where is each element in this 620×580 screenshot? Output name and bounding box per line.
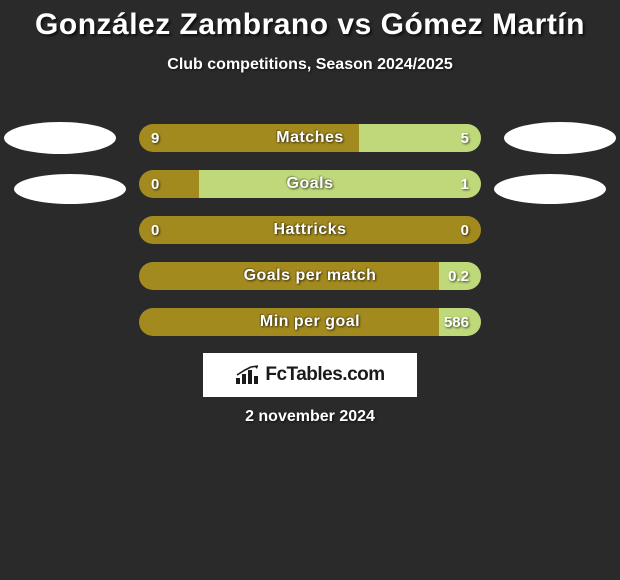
page-title: González Zambrano vs Gómez Martín (0, 0, 620, 42)
comparison-bars: 95Matches 01Goals 00Hattricks 0.2Goals per … (139, 124, 481, 354)
brand-card: FcTables.com (203, 353, 417, 397)
player-left-avatar-oval-bottom (14, 174, 126, 204)
date-label: 2 november 2024 (0, 408, 620, 426)
stat-row: 95Matches (139, 124, 481, 152)
bar-chart-arrow-icon (235, 365, 261, 385)
player-right-avatar-oval-bottom (494, 174, 606, 204)
player-left-avatar-oval-top (4, 122, 116, 154)
stat-label: Hattricks (139, 216, 481, 244)
stat-label: Matches (139, 124, 481, 152)
stat-row: 586Min per goal (139, 308, 481, 336)
stat-label: Goals per match (139, 262, 481, 290)
stat-row: 00Hattricks (139, 216, 481, 244)
player-right-avatar-oval-top (504, 122, 616, 154)
page-subtitle: Club competitions, Season 2024/2025 (0, 56, 620, 74)
brand-text: FcTables.com (265, 364, 384, 386)
stat-row: 0.2Goals per match (139, 262, 481, 290)
stat-row: 01Goals (139, 170, 481, 198)
stat-label: Min per goal (139, 308, 481, 336)
stat-label: Goals (139, 170, 481, 198)
